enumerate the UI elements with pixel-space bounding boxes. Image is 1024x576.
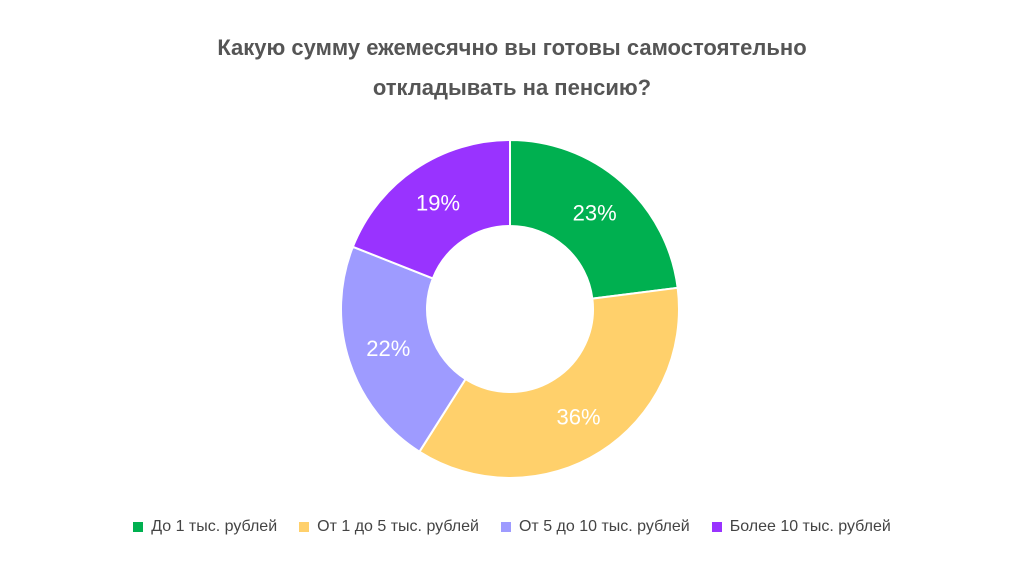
chart-title: Какую сумму ежемесячно вы готовы самосто… <box>0 28 1024 108</box>
legend-item-1: До 1 тыс. рублей <box>133 518 277 536</box>
chart-legend: До 1 тыс. рублей От 1 до 5 тыс. рублей О… <box>0 518 1024 536</box>
legend-item-3: От 5 до 10 тыс. рублей <box>500 518 690 536</box>
legend-label-1: До 1 тыс. рублей <box>151 518 278 535</box>
chart-title-line-2: откладывать на пенсию? <box>372 75 652 100</box>
donut-slice-3 <box>340 245 467 454</box>
legend-label-3: От 5 до 10 тыс. рублей <box>518 518 690 535</box>
slice-label-4: 19% <box>416 191 460 216</box>
legend-swatch-4 <box>711 522 722 532</box>
slice-label-3: 22% <box>366 336 410 361</box>
donut-slice-1 <box>509 138 679 300</box>
slice-label-2: 36% <box>557 405 601 430</box>
legend-swatch-2 <box>299 522 310 532</box>
chart-title-line-1: Какую сумму ежемесячно вы готовы самосто… <box>217 35 807 60</box>
legend-item-2: От 1 до 5 тыс. рублей <box>299 518 479 536</box>
donut-slice-2 <box>418 286 680 479</box>
donut-slice-4 <box>351 138 511 280</box>
legend-swatch-1 <box>133 522 144 532</box>
legend-label-4: Более 10 тыс. рублей <box>729 518 891 535</box>
legend-swatch-3 <box>500 522 511 532</box>
legend-label-2: От 1 до 5 тыс. рублей <box>317 518 479 535</box>
legend-item-4: Более 10 тыс. рублей <box>711 518 891 536</box>
slice-label-1: 23% <box>573 200 617 225</box>
